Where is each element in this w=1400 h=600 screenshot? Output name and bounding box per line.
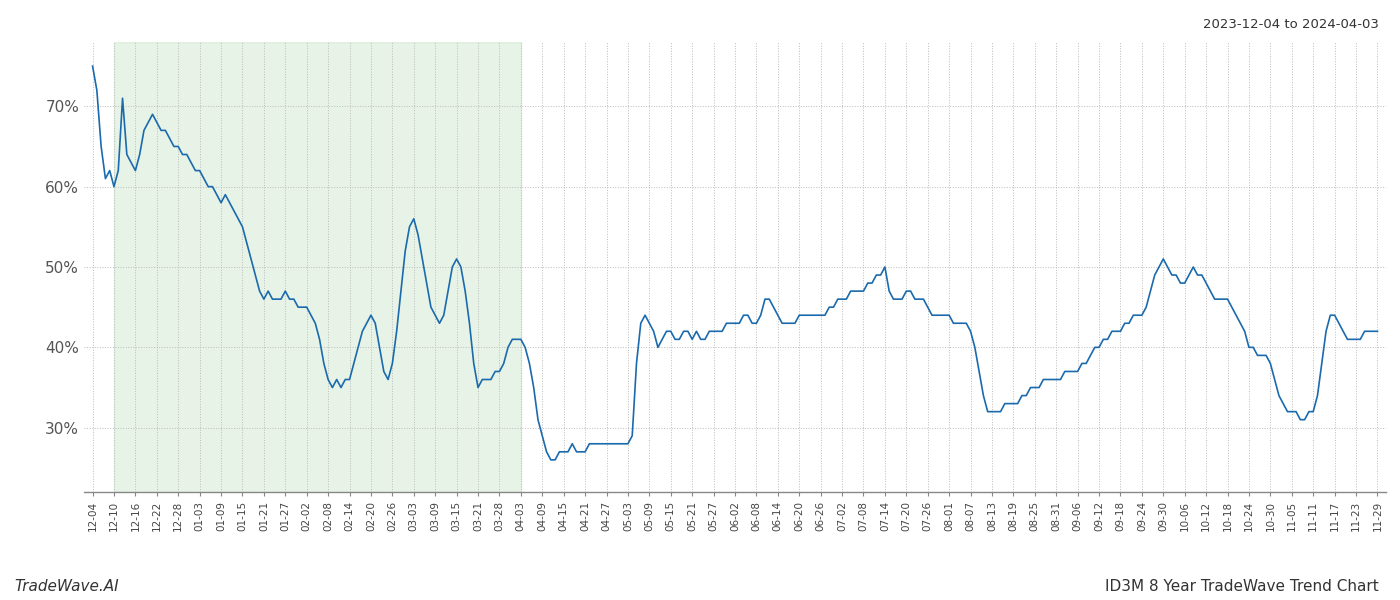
Text: TradeWave.AI: TradeWave.AI [14, 579, 119, 594]
Text: 2023-12-04 to 2024-04-03: 2023-12-04 to 2024-04-03 [1203, 18, 1379, 31]
Bar [113, 42, 521, 492]
Text: ID3M 8 Year TradeWave Trend Chart: ID3M 8 Year TradeWave Trend Chart [1105, 579, 1379, 594]
